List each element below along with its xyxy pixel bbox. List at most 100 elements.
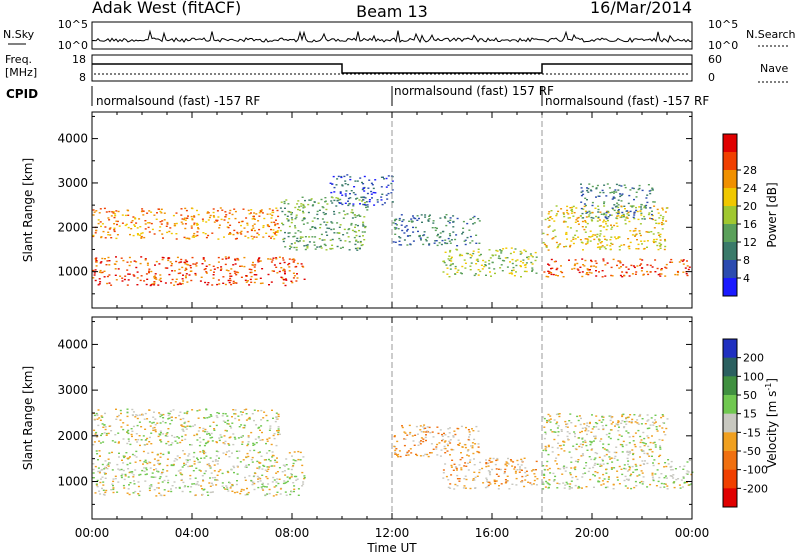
data-cell [591,414,593,416]
data-cell [640,449,643,451]
data-cell [572,215,575,217]
data-cell [679,466,681,468]
data-cell [106,467,109,470]
data-cell [688,484,691,486]
data-cell [548,486,550,489]
data-cell [283,271,286,273]
data-cell [248,416,251,419]
data-cell [253,223,256,225]
data-cell [594,457,597,459]
data-cell [420,239,422,241]
data-cell [613,467,616,469]
data-cell [303,278,306,280]
data-cell [469,253,472,256]
data-cell [195,467,198,469]
data-cell [424,214,427,216]
data-cell [191,219,194,221]
data-cell [131,408,134,411]
data-cell [686,461,689,463]
data-cell [348,241,351,243]
data-cell [504,257,507,259]
data-region [392,214,481,247]
data-cell [420,214,423,216]
data-cell [613,192,615,194]
data-cell [647,184,650,186]
data-cell [157,435,160,438]
data-cell [477,248,480,250]
data-cell [171,442,174,444]
data-cell [322,211,325,214]
data-cell [196,223,199,226]
data-cell [179,411,182,413]
data-cell [604,486,607,489]
data-cell [523,249,526,251]
data-cell [548,219,551,221]
data-cell [408,220,411,222]
data-cell [532,483,535,485]
data-cell [396,224,398,226]
data-cell [604,248,607,250]
data-cell [350,211,353,214]
data-cell [286,480,289,483]
data-cell [556,246,559,249]
data-cell [640,470,643,472]
data-cell [573,431,576,433]
data-cell [167,414,170,417]
data-cell [259,477,262,480]
data-cell [646,452,649,455]
x-tick-label: 04:00 [175,526,210,540]
data-cell [302,212,305,214]
colorbar-swatch [723,224,737,243]
data-cell [524,266,527,269]
data-cell [201,488,203,490]
data-cell [409,243,412,245]
data-cell [480,253,482,256]
data-cell [175,212,178,214]
data-cell [339,202,342,204]
data-cell [585,212,588,214]
data-cell [176,283,179,286]
data-cell [524,479,527,481]
data-cell [238,450,241,452]
data-cell [172,409,175,411]
data-cell [142,450,145,453]
data-cell [588,456,591,458]
data-cell [398,219,401,221]
data-cell [169,261,172,263]
data-cell [461,446,464,448]
data-cell [427,219,430,221]
data-cell [146,462,149,465]
data-cell [632,452,635,455]
data-cell [271,259,274,261]
data-cell [273,486,276,488]
data-cell [261,488,264,490]
data-cell [240,488,243,491]
data-cell [626,210,629,212]
data-cell [116,223,118,226]
data-cell [273,465,276,467]
data-region [279,196,369,251]
data-cell [627,238,630,240]
data-cell [659,273,662,275]
data-cell [467,469,470,471]
data-cell [372,191,375,194]
data-cell [590,442,593,444]
data-cell [545,275,548,278]
data-cell [556,463,558,465]
beam-title: Beam 13 [356,2,428,21]
data-cell [373,204,376,206]
data-cell [146,443,149,445]
data-cell [233,270,236,273]
data-cell [586,269,589,271]
data-cell [506,480,509,483]
data-cell [566,483,569,485]
data-cell [194,274,197,276]
data-cell [613,451,616,454]
data-cell [408,424,411,427]
data-cell [231,452,233,454]
data-cell [251,483,254,486]
data-cell [146,262,149,264]
data-cell [182,428,184,431]
data-cell [266,419,269,422]
